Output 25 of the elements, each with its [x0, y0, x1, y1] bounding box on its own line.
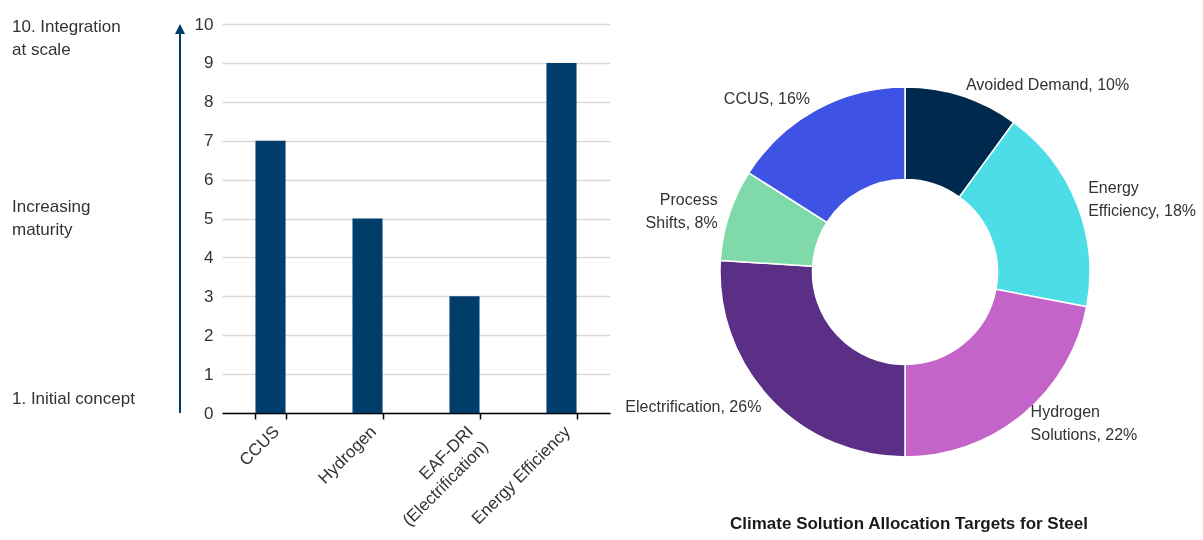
y-tick-label: 6 [204, 170, 214, 190]
bar [352, 218, 383, 413]
slice-label: Electrification, 26% [625, 397, 762, 415]
y-tick-label: 7 [204, 131, 214, 151]
text: 10. Integration at scale [12, 16, 121, 59]
text: Climate Solution Allocation Targets for Steel [730, 514, 1088, 533]
bar [449, 296, 480, 413]
y-tick-label: 4 [204, 247, 214, 267]
text: Increasing maturity [12, 197, 91, 239]
bar [255, 140, 286, 413]
slice-label: Process Shifts, 8% [645, 190, 718, 231]
y-tick-label: 9 [204, 53, 214, 73]
y-tick-label: 5 [204, 209, 214, 228]
y-tick-label: 1 [204, 364, 214, 384]
y-tick-label: 8 [204, 92, 214, 112]
y-tick-label: 10 [194, 14, 214, 34]
y-tick-label: 0 [204, 403, 214, 423]
slice-label: Hydrogen Solutions, 22% [1030, 403, 1138, 444]
slice-label: Avoided Demand, 10% [965, 75, 1130, 93]
slice-label: CCUS, 16% [723, 90, 811, 108]
y-tick-label: 2 [204, 325, 214, 345]
bar [546, 62, 577, 413]
y-tick-label: 3 [204, 286, 214, 306]
slice-label: Energy Efficiency, 18% [1088, 178, 1197, 219]
text: 1. Initial concept [12, 389, 136, 408]
